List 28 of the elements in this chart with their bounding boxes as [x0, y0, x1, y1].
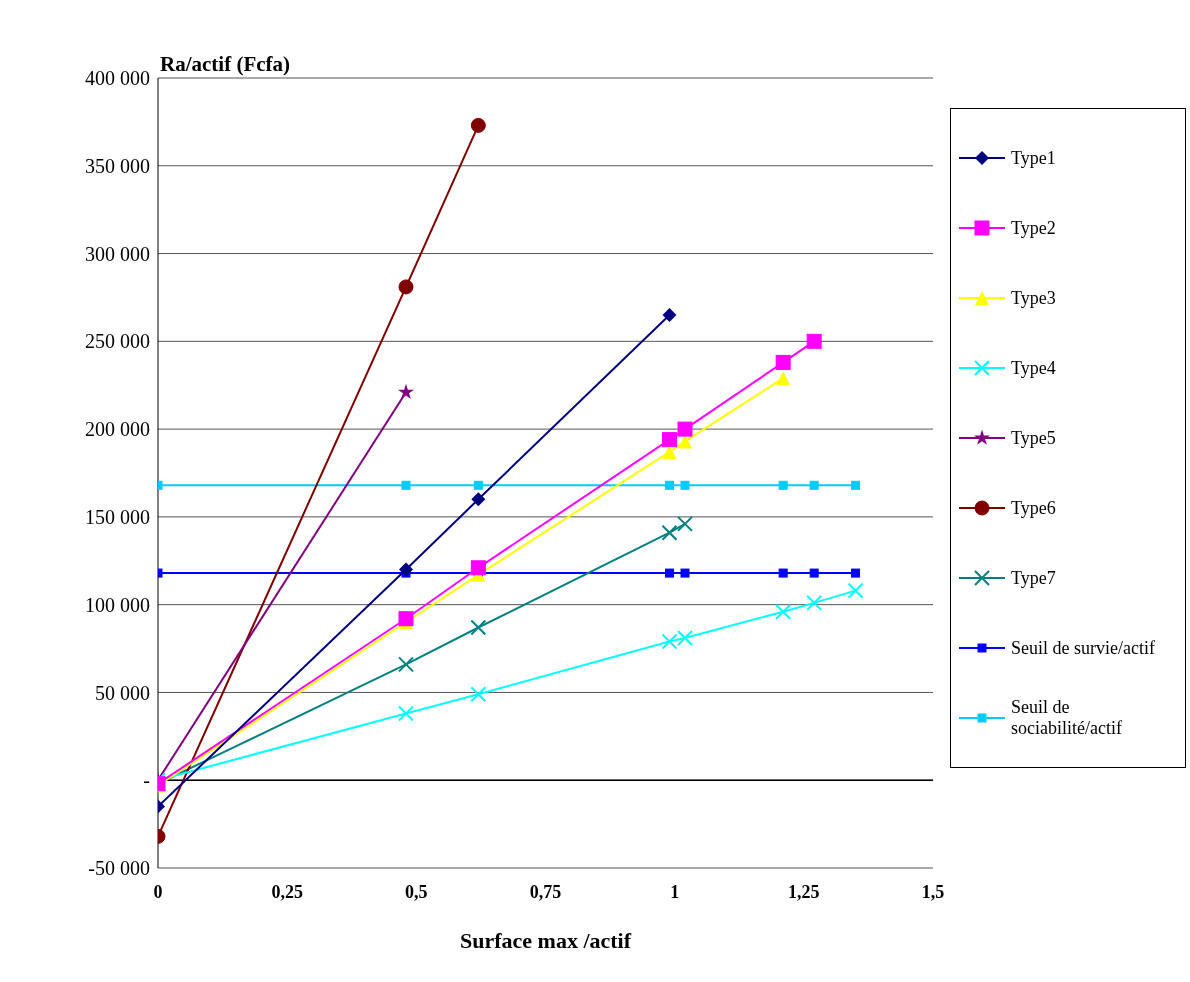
x-tick-label: 0,75 — [529, 881, 562, 902]
y-tick-label: 250 000 — [85, 330, 150, 353]
y-tick-label: 300 000 — [85, 242, 150, 265]
y-tick-label: - — [143, 769, 150, 792]
x-tick-label: 0 — [153, 881, 163, 902]
y-tick-label: 200 000 — [85, 418, 150, 441]
legend-label: Type1 — [1011, 147, 1057, 169]
legend-label: Seuil de survie/actif — [1011, 637, 1156, 659]
x-tick-label: 1 — [670, 881, 680, 902]
y-tick-label: 50 000 — [95, 681, 150, 704]
legend-label: Type6 — [1011, 497, 1057, 519]
x-tick-label: 0,5 — [405, 881, 428, 902]
legend-label: Type4 — [1011, 357, 1057, 379]
legend-label: Type5 — [1011, 427, 1057, 449]
x-axis-title: Surface max /actif — [458, 928, 633, 954]
y-axis-title: Ra/actif (Fcfa) — [160, 52, 291, 77]
legend-label: Type7 — [1011, 567, 1057, 589]
legend-label: Type2 — [1011, 217, 1057, 239]
x-tick-label: 1,5 — [921, 881, 945, 902]
y-tick-label: 400 000 — [85, 67, 150, 90]
y-tick-label: 350 000 — [85, 154, 150, 177]
x-tick-label: 0,25 — [271, 881, 303, 902]
y-tick-label: 150 000 — [85, 505, 150, 528]
legend-label: Seuil de sociabilité/actif — [1011, 697, 1123, 739]
x-tick-label: 1,25 — [788, 881, 820, 902]
legend-label: Type3 — [1011, 287, 1057, 309]
y-tick-label: 100 000 — [85, 593, 150, 616]
y-tick-label: -50 000 — [88, 857, 150, 880]
